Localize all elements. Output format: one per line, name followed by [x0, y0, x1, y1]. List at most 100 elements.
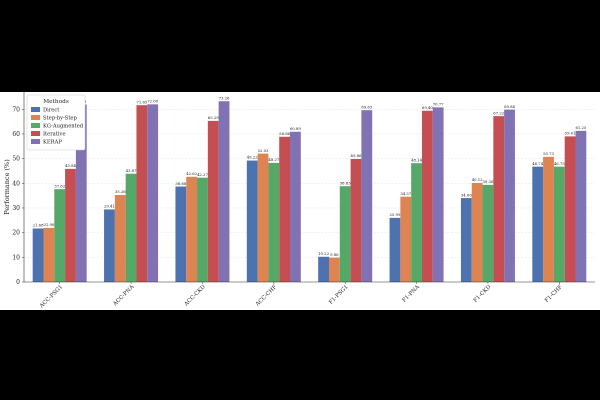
bar: [75, 104, 87, 282]
x-tick-label: ACC-PNA: [112, 283, 137, 308]
data-label: 49.86: [351, 153, 362, 158]
data-label: 42.62: [186, 171, 197, 176]
x-tick-label: ACC-CHF: [254, 284, 278, 308]
data-label: 46.74: [532, 161, 543, 166]
bar: [175, 186, 187, 282]
bar: [43, 227, 55, 282]
bar: [207, 120, 219, 282]
bar: [421, 110, 433, 282]
data-label: 69.40: [422, 105, 433, 110]
data-label: 61.25: [575, 125, 586, 130]
legend-label: Iterative: [43, 131, 66, 137]
y-ticks: 0 10 20 30 40 50 60 70: [12, 106, 24, 286]
y-tick-label: 20: [12, 230, 20, 237]
bar: [400, 196, 412, 282]
bar: [389, 217, 401, 282]
chart-figure: 21.6821.9037.6245.8471.9129.4135.2643.87…: [0, 92, 600, 310]
y-tick-label: 50: [12, 156, 20, 163]
x-tick-label: F1-PNA: [401, 283, 421, 303]
data-label: 10.22: [318, 251, 329, 256]
bar: [257, 153, 269, 282]
x-ticks: ACC-PSG1 ACC-PNA ACC-CKD ACC-CHF F1-PSG1 F1-P…: [38, 282, 564, 310]
data-label: 40.12: [472, 177, 483, 182]
legend-label: KG-Augmented: [43, 123, 84, 129]
data-label: 38.68: [175, 181, 186, 186]
bar: [361, 110, 373, 282]
x-tick-label: F1-PSG1: [328, 284, 350, 306]
data-label: 69.63: [361, 104, 372, 109]
bars: [32, 101, 587, 283]
legend-items: Direct Step-by-Step KG-Augmented Iterative K…: [31, 107, 84, 145]
bar: [32, 228, 44, 282]
bar: [65, 168, 76, 282]
bar: [279, 136, 291, 282]
legend-title: Methods: [43, 99, 69, 105]
data-label: 70.77: [433, 102, 444, 107]
data-label: 29.41: [104, 204, 115, 209]
bar: [460, 198, 472, 282]
legend-box: [26, 94, 86, 151]
bar: [432, 107, 444, 282]
bar: [350, 158, 362, 282]
data-label: 49.22: [247, 155, 258, 160]
data-label: 46.75: [554, 161, 565, 166]
bar: [564, 136, 576, 282]
y-tick-label: 40: [12, 180, 20, 187]
bar: [575, 130, 587, 282]
data-label: 35.26: [115, 189, 126, 194]
y-tick-label: 30: [12, 205, 20, 212]
bar: [504, 109, 515, 282]
bar: [197, 177, 208, 282]
bar: [290, 131, 301, 282]
data-label: 34.57: [400, 191, 411, 196]
x-tick-label: ACC-CKD: [183, 284, 207, 308]
data-label: 69.84: [504, 104, 515, 109]
bar: [493, 116, 505, 282]
data-label: 39.36: [483, 179, 494, 184]
data-label: 65.29: [208, 115, 219, 120]
x-tick-label: F1-CHF: [544, 284, 564, 304]
bar: [482, 184, 494, 282]
data-label: 67.22: [493, 110, 504, 115]
data-label: 21.68: [33, 223, 44, 228]
bar: [411, 163, 422, 282]
legend-swatch: [31, 131, 40, 136]
legend-swatch: [31, 115, 40, 120]
legend-label: Direct: [43, 107, 60, 113]
bar: [218, 101, 230, 282]
bar: [147, 104, 159, 282]
bar: [246, 160, 258, 282]
bar: [471, 183, 483, 282]
data-label: 37.62: [54, 183, 65, 188]
data-label: 58.86: [279, 131, 290, 136]
x-tick-label: ACC-PSG1: [38, 284, 64, 310]
bar: [125, 173, 137, 282]
data-label: 60.89: [290, 126, 301, 131]
data-label: 50.73: [543, 151, 554, 156]
bar: [543, 156, 554, 282]
y-tick-label: 10: [12, 254, 20, 261]
bar: [54, 189, 66, 282]
legend-swatch: [31, 139, 40, 144]
data-label: 71.65: [136, 99, 147, 104]
y-tick-label: 0: [16, 279, 20, 286]
data-label: 43.87: [126, 168, 137, 173]
bar: [114, 194, 126, 282]
data-label: 9.86: [330, 252, 339, 257]
legend-swatch: [31, 107, 40, 112]
legend-label: Step-by-Step: [43, 115, 77, 121]
data-label: 48.27: [268, 157, 279, 162]
y-axis-label: Performance (%): [3, 159, 11, 215]
bar: [104, 209, 115, 282]
data-label: 72.00: [147, 99, 158, 104]
data-label: 21.90: [43, 222, 54, 227]
legend-label: KERAP: [43, 139, 62, 145]
data-label: 45.84: [65, 163, 76, 168]
data-label: 59.01: [565, 131, 576, 136]
x-tick-label: F1-CKD: [473, 284, 493, 304]
data-label: 38.83: [340, 180, 351, 185]
bar: [186, 176, 198, 282]
y-tick-label: 60: [12, 131, 20, 138]
legend: Methods Direct Step-by-Step KG-Augmented It…: [26, 94, 86, 151]
bar: [553, 166, 565, 282]
